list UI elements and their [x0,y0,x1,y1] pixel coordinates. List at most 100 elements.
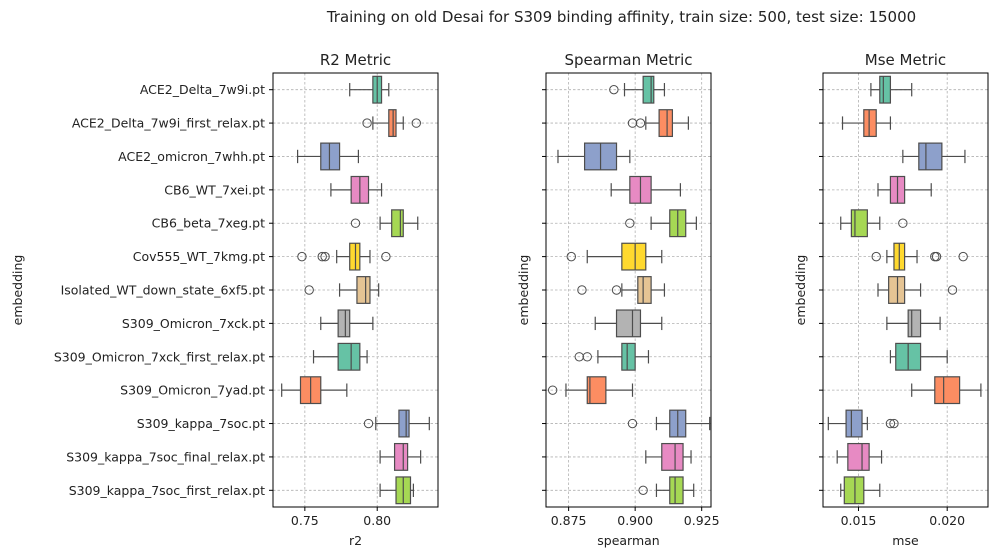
y-tick-label: ACE2_omicron_7whh.pt [118,149,265,164]
box-7 [577,276,666,304]
box-9 [574,342,650,371]
outlier-point [350,218,361,228]
outlier-point [297,251,307,262]
box-iqr [621,342,636,371]
outlier-point [635,118,646,128]
box-2 [362,109,421,138]
box-3 [902,142,966,171]
box-iqr [337,342,361,371]
y-tick-label: S309_Omicron_7xck_first_relax.pt [54,349,265,364]
outlier-point [411,118,421,128]
box-3 [557,142,631,171]
panel-title: R2 Metric [320,51,391,69]
outlier-point [871,251,881,262]
box-8 [886,309,941,338]
box-iqr [888,276,906,304]
y-tick-label: Cov555_WT_7kmg.pt [133,249,265,264]
box-iqr [658,109,674,138]
box-iqr [320,142,341,171]
outlier-point [381,251,391,262]
box-iqr [907,309,922,338]
outlier-point [611,285,622,295]
figure-suptitle: Training on old Desai for S309 binding a… [326,8,917,26]
box-12 [645,442,692,471]
outlier-point [625,218,635,228]
box-iqr [356,276,371,304]
box-11 [627,409,711,438]
box-1 [870,75,913,104]
box-5 [350,209,419,238]
box-6 [871,242,968,271]
outlier-point [638,485,648,496]
y-tick-label: S309_Omicron_7yad.pt [120,383,265,398]
outlier-point [958,251,968,262]
x-axis-label: r2 [349,533,362,548]
outlier-point [582,352,592,362]
outlier-point [947,285,958,295]
outlier-point [317,251,327,262]
box-iqr [388,109,397,138]
box-5 [840,209,908,238]
box-iqr [349,242,361,271]
y-tick-label: ACE2_Delta_7w9i_first_relax.pt [72,116,265,131]
box-iqr [879,75,892,104]
outlier-point [931,251,942,262]
box-iqr [398,409,410,438]
outlier-point [577,285,587,295]
box-4 [330,175,383,204]
panel-3: 0.015 0.020 Mse Metric mse embedding [793,51,989,548]
box-2 [627,109,689,138]
outlier-point [363,418,374,429]
box-8 [594,309,663,338]
box-3 [297,142,359,171]
box-iqr [863,109,877,138]
outlier-point [362,118,372,128]
outlier-point [566,251,576,262]
box-4 [610,175,681,204]
box-iqr [661,442,684,471]
box-13 [379,476,414,505]
x-axis-label: spearman [597,533,659,548]
box-iqr [850,209,868,238]
box-10 [547,376,634,405]
outlier-point [898,218,908,228]
outlier-point [320,251,330,262]
box-iqr [843,476,865,505]
box-7 [877,276,958,304]
box-4 [877,175,932,204]
x-tick-label: 0.925 [684,513,720,528]
box-iqr [918,142,943,171]
panel-2: 0.875 0.900 0.925 Spearman Metric spearman em… [516,51,720,548]
box-iqr [934,376,961,405]
x-tick-label: 0.900 [617,513,653,528]
y-tick-label: S309_kappa_7soc_first_relax.pt [69,483,265,498]
box-iqr [586,376,607,405]
box-iqr [621,242,647,271]
outlier-point [627,418,638,429]
panel-title: Spearman Metric [564,51,692,69]
box-7 [304,276,380,304]
box-11 [363,409,430,438]
box-1 [349,75,390,104]
box-iqr [669,476,684,505]
y-tick-label: S309_kappa_7soc.pt [137,416,265,431]
box-13 [840,476,881,505]
x-tick-label: 0.75 [291,513,319,528]
box-10 [911,376,982,405]
y-tick-label: CB6_WT_7xei.pt [164,182,265,197]
box-iqr [847,442,870,471]
box-8 [320,309,374,338]
outlier-point [609,84,619,95]
box-1 [609,75,666,104]
box-9 [312,342,368,371]
x-tick-label: 0.80 [363,513,391,528]
box-iqr [615,309,642,338]
y-tick-label: S309_Omicron_7xck.pt [122,316,265,331]
box-iqr [391,209,404,238]
box-iqr [337,309,351,338]
x-axis-label: mse [892,533,919,548]
box-iqr [637,276,652,304]
box-10 [281,376,348,405]
outlier-point [889,418,899,429]
